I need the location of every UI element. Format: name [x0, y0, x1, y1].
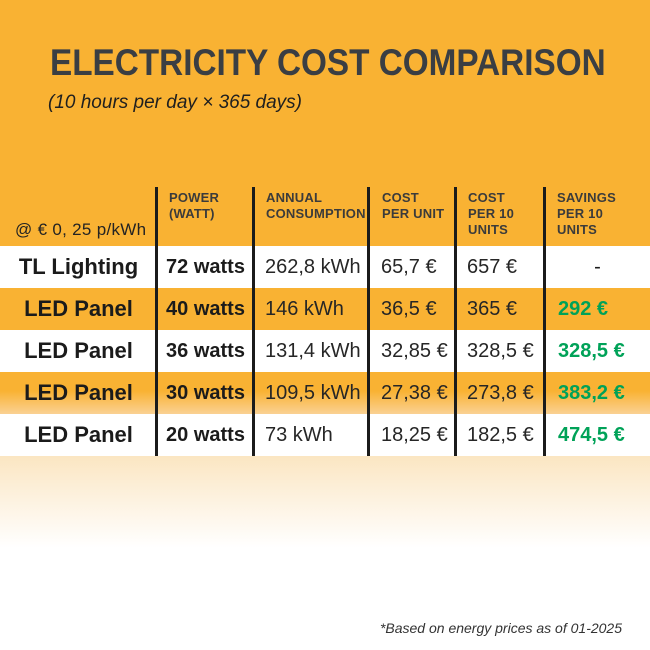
cost-per-10-value: 273,8 €: [467, 381, 534, 404]
page-title: ELECTRICITY COST COMPARISON: [50, 42, 606, 83]
footnote: *Based on energy prices as of 01-2025: [379, 620, 622, 636]
column-header-annual-consumption: ANNUAL CONSUMPTION: [266, 190, 366, 221]
cost-per-unit-value: 18,25 €: [381, 423, 448, 446]
consumption-value: 109,5 kWh: [265, 381, 361, 404]
cost-per-10-value: 182,5 €: [467, 423, 534, 446]
product-label: LED Panel: [24, 296, 133, 321]
cost-per-unit-value: 27,38 €: [381, 381, 448, 404]
column-divider: [543, 187, 546, 456]
savings-value: 474,5 €: [558, 423, 625, 446]
column-header-cost-per-10-units: COST PER 10 UNITS: [468, 190, 515, 237]
product-label: LED Panel: [24, 380, 133, 405]
consumption-value: 262,8 kWh: [265, 255, 361, 278]
cost-per-10-value: 365 €: [467, 297, 518, 320]
consumption-value: 73 kWh: [265, 423, 333, 446]
savings-value: -: [594, 255, 601, 278]
table-row-tl-lighting: TL Lighting 72 watts 262,8 kWh 65,7 € 65…: [0, 246, 650, 288]
cost-per-10-value: 328,5 €: [467, 339, 534, 362]
power-value: 40 watts: [166, 297, 245, 320]
product-label: LED Panel: [24, 422, 133, 447]
table-row-led-36w: LED Panel 36 watts 131,4 kWh 32,85 € 328…: [0, 330, 650, 372]
table-row-led-40w: LED Panel 40 watts 146 kWh 36,5 € 365 € …: [0, 288, 650, 330]
column-divider: [252, 187, 255, 456]
consumption-value: 146 kWh: [265, 297, 344, 320]
cost-per-unit-value: 65,7 €: [381, 255, 437, 278]
product-label: TL Lighting: [18, 254, 139, 279]
column-header-savings-per-10-units: SAVINGS PER 10 UNITS: [557, 190, 616, 237]
cost-per-10-value: 657 €: [467, 255, 518, 278]
table-row-led-20w: LED Panel 20 watts 73 kWh 18,25 € 182,5 …: [0, 414, 650, 456]
column-header-cost-per-unit: COST PER UNIT: [382, 190, 445, 221]
column-divider: [155, 187, 158, 456]
price-assumption-label: @ € 0, 25 p/kWh: [15, 220, 147, 239]
column-divider: [367, 187, 370, 456]
page-subtitle: (10 hours per day × 365 days): [48, 92, 303, 113]
power-value: 20 watts: [166, 423, 245, 446]
cost-per-unit-value: 32,85 €: [381, 339, 448, 362]
savings-value: 328,5 €: [558, 339, 625, 362]
power-value: 30 watts: [166, 381, 245, 404]
table-row-led-30w: LED Panel 30 watts 109,5 kWh 27,38 € 273…: [0, 372, 650, 414]
table-header-row: @ € 0, 25 p/kWh POWER (WATT) ANNUAL CONS…: [0, 185, 650, 246]
column-header-power: POWER (WATT): [169, 190, 220, 221]
column-divider: [454, 187, 457, 456]
power-value: 36 watts: [166, 339, 245, 362]
product-label: LED Panel: [24, 338, 133, 363]
power-value: 72 watts: [166, 255, 245, 278]
comparison-table: @ € 0, 25 p/kWh POWER (WATT) ANNUAL CONS…: [0, 185, 650, 456]
cost-per-unit-value: 36,5 €: [381, 297, 437, 320]
savings-value: 383,2 €: [558, 381, 625, 404]
savings-value: 292 €: [558, 297, 609, 320]
consumption-value: 131,4 kWh: [265, 339, 361, 362]
